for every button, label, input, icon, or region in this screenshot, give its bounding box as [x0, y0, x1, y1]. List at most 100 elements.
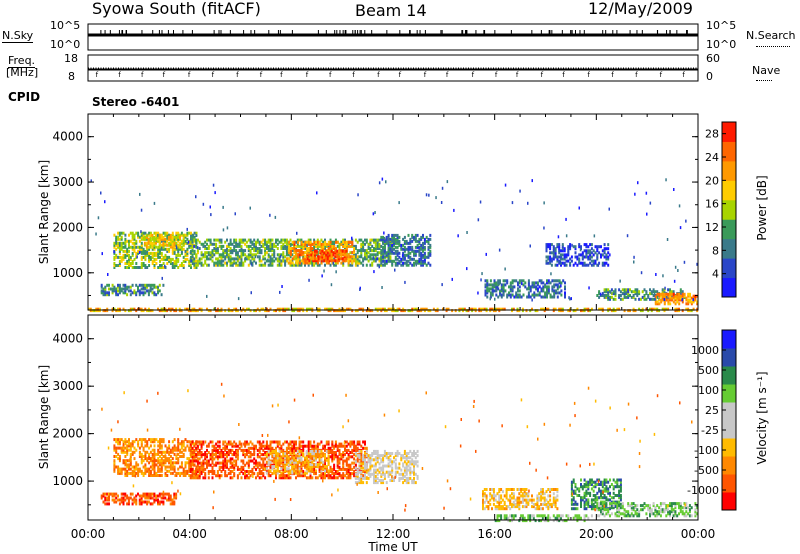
power-cell — [536, 281, 539, 285]
velocity-cell — [298, 471, 301, 475]
power-cell — [140, 231, 143, 235]
velocity-cell — [227, 451, 230, 454]
velocity-cell — [168, 461, 171, 465]
power-cell — [549, 293, 552, 297]
power-cell — [385, 251, 388, 255]
power-cell — [281, 285, 283, 288]
power-cell — [289, 242, 292, 246]
power-cell — [623, 295, 626, 299]
velocity-cell — [276, 456, 279, 460]
velocity-cell — [118, 440, 121, 444]
velocity-cell — [175, 471, 178, 475]
power-cell — [656, 307, 659, 311]
velocity-cell — [131, 440, 134, 444]
power-cell — [607, 292, 610, 296]
power-cell — [387, 249, 390, 253]
power-cell — [497, 287, 500, 291]
power-cell — [353, 244, 356, 248]
power-cell — [683, 294, 686, 298]
velocity-cell — [282, 454, 285, 458]
power-cell — [104, 291, 107, 295]
velocity-cell — [314, 452, 317, 456]
power-cell — [264, 253, 267, 257]
power-cell — [422, 259, 424, 263]
power-cell — [560, 255, 562, 259]
power-cell — [207, 244, 210, 248]
power-cell — [247, 263, 250, 267]
power-cell — [267, 253, 270, 257]
velocity-cell — [129, 446, 132, 450]
power-cell — [414, 259, 417, 263]
power-cell — [486, 295, 489, 299]
velocity-cell — [236, 444, 239, 448]
power-cell — [567, 249, 570, 253]
power-cell — [307, 263, 310, 267]
velocity-cell — [118, 471, 121, 475]
velocity-cell — [204, 467, 207, 471]
power-cell — [173, 249, 176, 253]
power-cell — [317, 259, 320, 263]
power-cell — [147, 291, 150, 295]
velocity-cell — [131, 471, 134, 475]
velocity-cell — [353, 461, 356, 465]
power-cell — [195, 266, 198, 269]
power-cell — [323, 269, 325, 273]
velocity-cell — [311, 452, 314, 456]
power-cell — [614, 297, 617, 301]
power-cell — [155, 237, 157, 241]
velocity-cell — [189, 463, 192, 467]
power-cell — [260, 259, 263, 263]
velocity-cell — [284, 476, 287, 480]
velocity-cell — [358, 481, 361, 485]
power-cell — [427, 237, 430, 241]
power-cell — [198, 247, 201, 250]
power-cell — [339, 251, 342, 255]
power-cell — [527, 293, 530, 297]
power-cell — [497, 281, 500, 285]
power-cell — [179, 253, 182, 257]
velocity-cell — [148, 438, 151, 442]
velocity-cell — [305, 471, 308, 475]
velocity-cell — [133, 471, 136, 475]
power-cell — [607, 257, 610, 261]
power-cell — [499, 293, 501, 297]
power-cell — [206, 251, 208, 255]
power-cell — [180, 249, 183, 253]
power-cell — [235, 307, 238, 311]
velocity-cell — [153, 448, 156, 452]
power-cell — [517, 289, 519, 293]
power-cell — [249, 240, 252, 244]
velocity-cell — [191, 453, 194, 457]
velocity-cell — [256, 472, 259, 476]
power-cell — [549, 261, 552, 265]
power-cell — [486, 285, 489, 289]
velocity-cell — [327, 450, 330, 453]
power-cell — [107, 273, 109, 276]
velocity-cell — [117, 446, 120, 450]
velocity-cell — [224, 474, 227, 478]
power-cell — [204, 251, 207, 255]
power-cell — [200, 253, 203, 257]
power-cell — [394, 237, 397, 241]
power-cell — [389, 251, 392, 255]
power-cell — [383, 243, 386, 247]
power-cell — [291, 259, 294, 263]
power-cell — [90, 179, 92, 183]
velocity-cell — [155, 459, 158, 463]
velocity-cell — [276, 469, 279, 473]
power-cell — [233, 240, 236, 244]
power-cell — [681, 290, 684, 294]
velocity-cell — [260, 453, 263, 457]
velocity-cell — [256, 455, 259, 459]
power-cell — [175, 241, 178, 245]
power-cell — [420, 307, 423, 311]
power-cell — [627, 295, 630, 299]
velocity-cell — [244, 440, 247, 444]
power-cell — [545, 245, 548, 249]
power-cell — [315, 257, 318, 261]
power-cell — [328, 259, 331, 263]
power-cell — [325, 257, 328, 261]
velocity-cell — [291, 454, 294, 458]
power-cell — [423, 255, 426, 259]
velocity-cell — [115, 450, 118, 454]
